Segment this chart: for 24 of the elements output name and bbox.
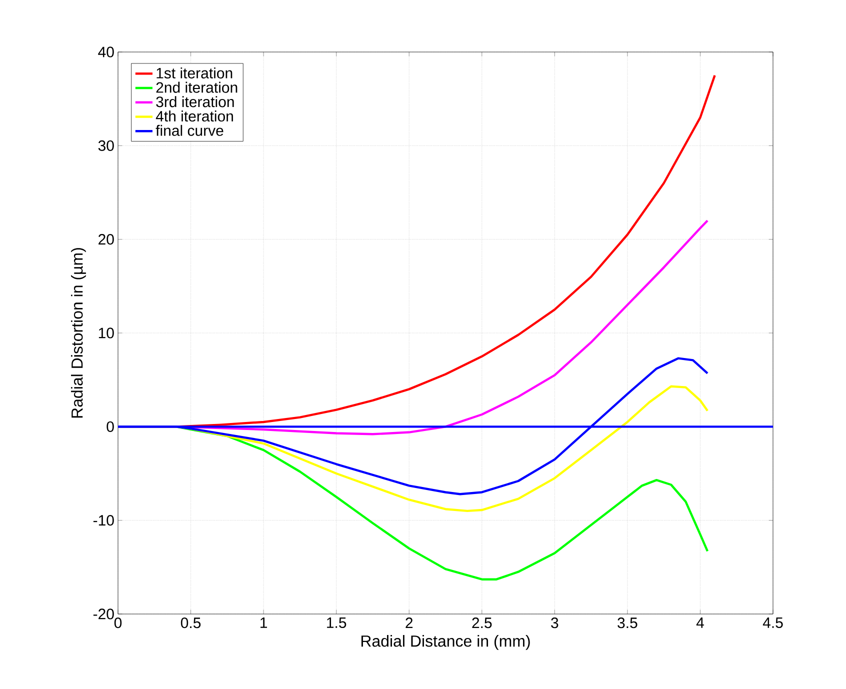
x-tick-label: 2	[406, 618, 413, 628]
y-tick-label: -10	[93, 515, 114, 526]
legend-label: 1st iteration	[156, 67, 232, 78]
x-tick-label: 0	[114, 618, 122, 628]
x-tick-label: 4	[696, 618, 704, 628]
y-tick-label: -20	[93, 608, 114, 620]
x-tick-label: 3	[551, 618, 558, 628]
x-tick-label: 3.5	[618, 618, 638, 628]
x-tick-label: 1.5	[327, 618, 346, 628]
x-tick-label: 0.5	[180, 618, 201, 628]
y-tick-label: 40	[98, 46, 114, 58]
y-tick-label: 20	[98, 234, 114, 245]
legend-label: 3rd iteration	[156, 96, 234, 108]
legend-label: final curve	[156, 124, 224, 136]
y-tick-label: 0	[106, 421, 114, 432]
y-tick-label: 10	[98, 328, 114, 338]
x-tick-label: 2.5	[472, 618, 492, 628]
legend-label: 4th iteration	[156, 110, 233, 122]
x-axis-title: Radial Distance in (mm)	[361, 635, 530, 650]
y-tick-label: 30	[98, 140, 114, 151]
y-axis-title: Radial Distortion in (µm)	[71, 248, 86, 418]
x-tick-label: 1	[260, 618, 267, 628]
x-tick-label: 4.5	[762, 618, 783, 628]
legend-label: 2nd iteration	[156, 82, 238, 93]
